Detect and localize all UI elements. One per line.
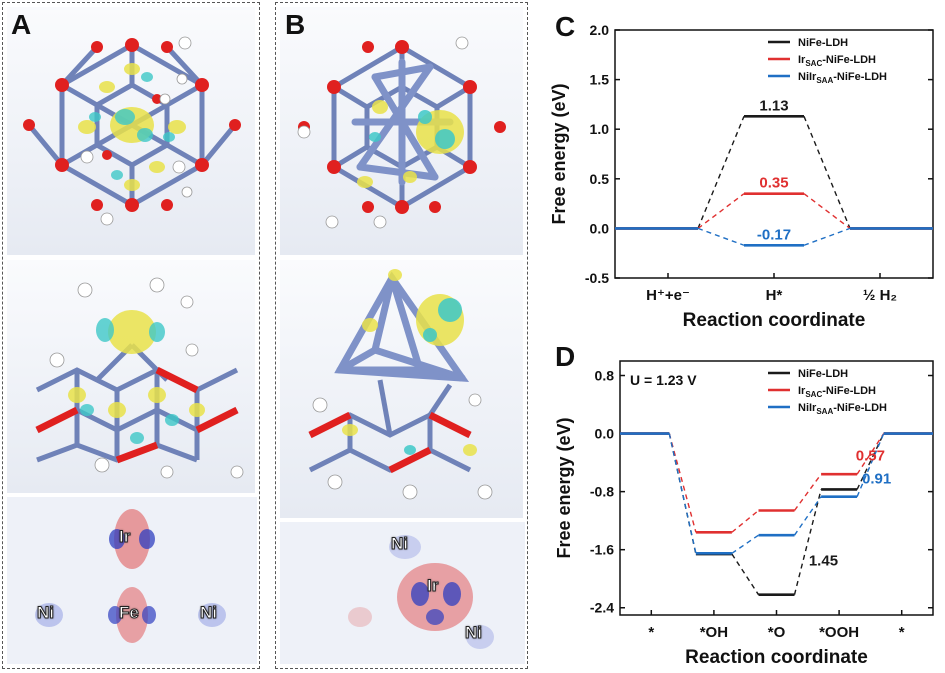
x-tick-label: * — [899, 624, 905, 641]
panel-b-charge-density-map — [280, 522, 525, 664]
y-tick-label: 0.0 — [595, 426, 615, 442]
legend-label: NiIrSAA-NiFe-LDH — [798, 71, 887, 85]
connector-line — [668, 433, 697, 554]
series-ir-1 — [615, 192, 933, 230]
chart-c-letter: C — [555, 11, 575, 42]
x-tick-label: *O — [768, 624, 786, 641]
connector-line — [731, 509, 759, 533]
y-axis-title: Free energy (eV) — [554, 417, 574, 558]
panel-b-top-view — [280, 7, 523, 255]
y-tick-label: 0.0 — [590, 220, 610, 236]
x-tick-label: *OOH — [819, 624, 859, 641]
y-tick-label: 1.0 — [590, 121, 610, 137]
connector-line — [793, 489, 822, 595]
data-label: 1.13 — [759, 97, 788, 114]
series-nifeldh-0 — [615, 115, 933, 230]
panel-a-side-structure — [35, 277, 244, 479]
series-nifeldh-0 — [620, 432, 933, 596]
y-tick-label: -2.4 — [590, 600, 614, 616]
panel-b-label-ni-top: Ni — [391, 534, 409, 554]
connector-line — [697, 193, 745, 229]
y-tick-label: 2.0 — [590, 22, 610, 38]
connector-line — [856, 433, 885, 475]
data-label: 0.35 — [759, 175, 788, 192]
connector-line — [793, 473, 822, 511]
panel-b-side-view — [280, 260, 523, 518]
panel-a-label-ir: Ir — [118, 527, 131, 547]
data-label: -0.17 — [757, 226, 791, 243]
data-label: 0.57 — [856, 447, 885, 464]
panel-b-letter: B — [285, 9, 306, 40]
legend-label: IrSAC-NiFe-LDH — [798, 385, 876, 399]
y-tick-label: -0.8 — [590, 484, 614, 500]
chart-d-letter: D — [555, 341, 575, 372]
connector-line — [793, 496, 822, 536]
panel-b-side-structure — [308, 269, 493, 500]
connector-line — [731, 553, 760, 596]
y-tick-label: 0.5 — [590, 171, 610, 187]
panel-b-label-ni-bottom: Ni — [465, 623, 483, 643]
legend-label: NiFe-LDH — [798, 368, 848, 380]
connector-line — [731, 534, 759, 554]
plot-frame — [619, 360, 934, 616]
panel-b-top-structure — [297, 36, 506, 229]
panel-b-charge-map: Ni Ir Ni — [280, 522, 525, 664]
panel-a-top-view — [7, 7, 255, 255]
connector-line — [803, 227, 851, 246]
x-tick-label: *OH — [700, 624, 728, 641]
connector-line — [803, 116, 851, 229]
legend-label: NiIrSAA-NiFe-LDH — [798, 402, 887, 416]
panel-a-charge-density-map — [7, 497, 257, 664]
panel-a: Ir Ni Fe Ni A — [2, 2, 260, 669]
x-tick-label: H* — [766, 287, 783, 304]
chart-c: C -0.5 0.0 0.5 1.0 1.5 2.0 H⁺+e⁻ H* ½ H₂ Reaction … — [549, 11, 934, 331]
connector-line — [856, 433, 885, 497]
x-tick-label: H⁺+e⁻ — [646, 287, 690, 304]
y-tick-label: -1.6 — [590, 542, 614, 558]
y-tick-label: 0.8 — [595, 368, 615, 384]
panel-a-label-ni-left: Ni — [37, 603, 55, 623]
panel-a-letter: A — [11, 9, 32, 40]
data-label: 1.45 — [809, 553, 838, 570]
connector-line — [668, 433, 697, 533]
chart-note: U = 1.23 V — [630, 372, 697, 388]
x-tick-label: * — [648, 624, 654, 641]
panel-b-label-ir: Ir — [426, 576, 439, 596]
y-tick-label: -0.5 — [585, 270, 609, 286]
y-axis-title: Free energy (eV) — [549, 83, 569, 224]
panel-b: Ni Ir Ni B — [275, 2, 528, 669]
panel-a-label-ni-right: Ni — [200, 603, 218, 623]
panel-a-label-fe: Fe — [119, 603, 140, 623]
legend-label: IrSAC-NiFe-LDH — [798, 54, 876, 68]
chart-d: D -2.4 -1.6 -0.8 0.0 0.8 * *OH *O *OOH * Reaction c… — [554, 341, 934, 668]
panel-a-side-view — [7, 260, 255, 493]
y-tick-label: 1.5 — [590, 72, 610, 88]
x-axis-title: Reaction coordinate — [683, 310, 866, 331]
panel-a-charge-map: Ir Ni Fe Ni — [7, 497, 257, 664]
panel-a-top-structure — [23, 36, 241, 226]
connector-line — [697, 227, 745, 246]
x-tick-label: ½ H₂ — [863, 287, 897, 304]
series-niir-2 — [615, 227, 933, 247]
data-label: 0.91 — [862, 471, 891, 488]
connector-line — [697, 116, 745, 229]
legend-label: NiFe-LDH — [798, 37, 848, 49]
series-niir-2 — [620, 432, 933, 555]
x-axis-title: Reaction coordinate — [685, 647, 868, 668]
connector-line — [856, 433, 885, 490]
connector-line — [803, 193, 851, 229]
